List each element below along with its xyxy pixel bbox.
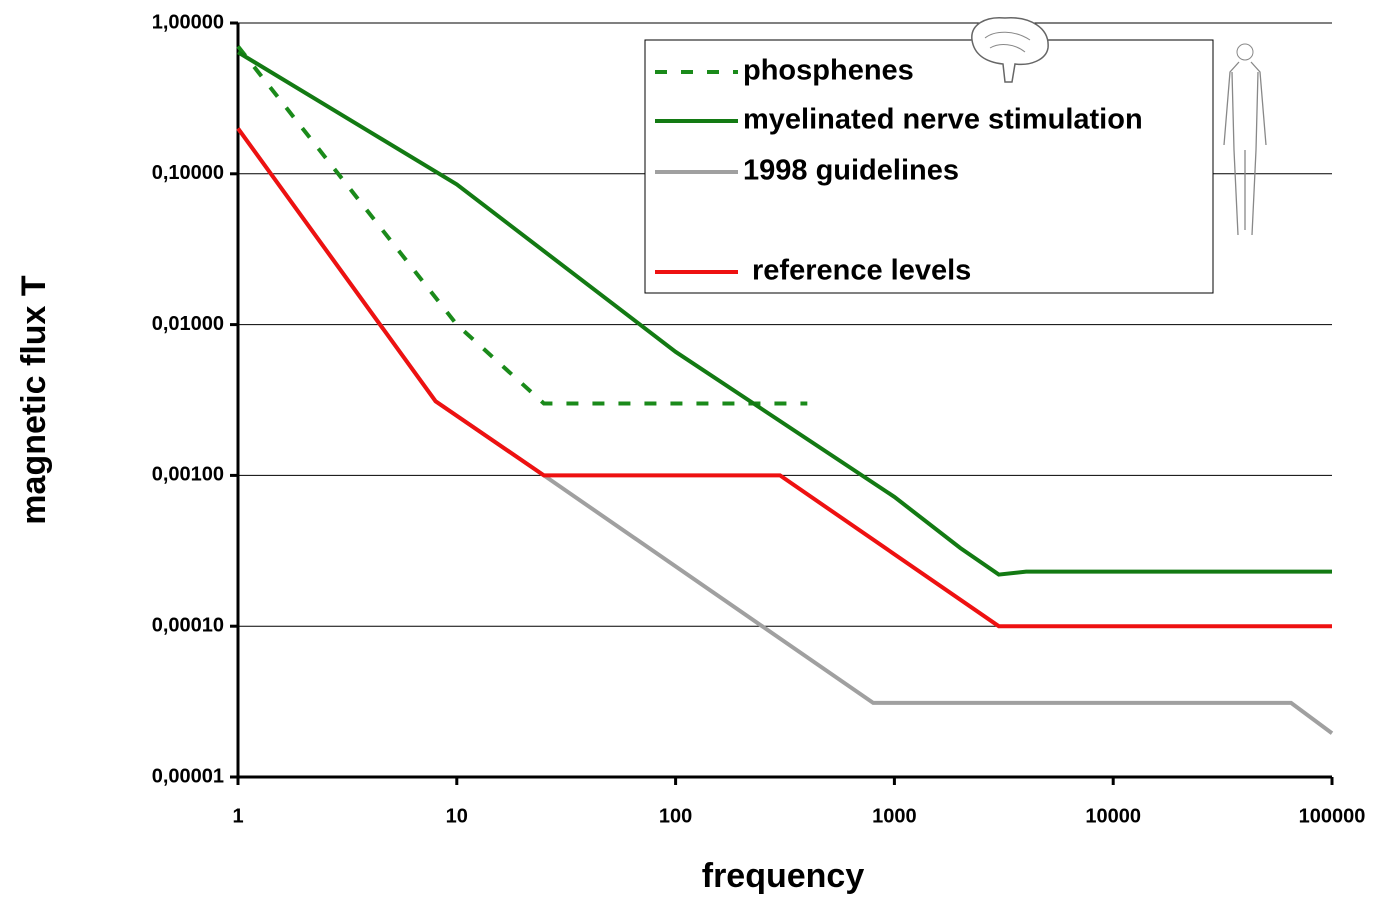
legend: phosphenes myelinated nerve stimulation 19…	[644, 39, 1214, 294]
x-tick-label: 10	[446, 805, 468, 827]
legend-label: 1998 guidelines	[743, 155, 959, 187]
grid: 0,00001 0,00010 0,00100 0,01000 0,10000 1,000…	[152, 11, 1366, 827]
series-line	[236, 45, 808, 406]
legend-label: phosphenes	[743, 55, 914, 87]
series-line	[236, 127, 1332, 629]
human-icon	[1223, 43, 1267, 236]
series-line	[236, 50, 1332, 577]
x-tick-label: 100000	[1299, 805, 1366, 827]
legend-label: myelinated nerve stimulation	[743, 104, 1143, 136]
y-tick-label: 0,10000	[152, 162, 224, 184]
x-axis-title: frequency	[702, 857, 865, 895]
x-tick-label: 1000	[872, 805, 917, 827]
legend-label: reference levels	[752, 255, 971, 287]
legend-box	[644, 39, 1214, 294]
y-tick-label: 0,00001	[152, 765, 224, 787]
y-axis-title: magnetic flux T	[15, 275, 53, 525]
x-tick-label: 10000	[1085, 805, 1141, 827]
y-tick-label: 0,00100	[152, 464, 224, 486]
brain-icon	[971, 17, 1049, 83]
y-tick-label: 1,00000	[152, 11, 224, 33]
x-tick-label: 1	[232, 805, 243, 827]
y-tick-label: 0,01000	[152, 313, 224, 335]
y-tick-label: 0,00010	[152, 614, 224, 636]
series-lines	[236, 45, 1334, 735]
x-tick-label: 100	[659, 805, 692, 827]
